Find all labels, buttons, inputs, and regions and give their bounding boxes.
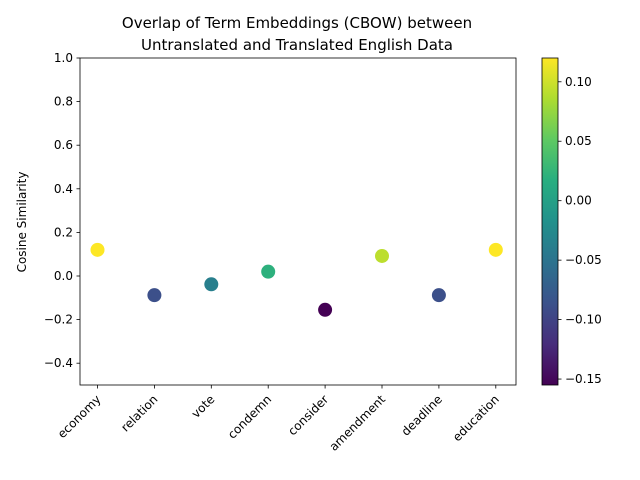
y-tick-label: 0.6: [54, 138, 73, 152]
data-point: [90, 242, 105, 257]
y-tick-label: 0.4: [54, 182, 73, 196]
x-tick-label: amendment: [327, 392, 389, 454]
y-tick-label: −0.2: [44, 313, 73, 327]
plot-area: −0.4 −0.2 0.0 0.2 0.4 0.6 0.8 1.0 economy relatio…: [44, 51, 517, 454]
plot-frame: [79, 57, 517, 386]
x-tick-label: deadline: [399, 392, 445, 438]
x-tick-label: condemn: [225, 392, 274, 441]
colorbar-tick-label: −0.05: [565, 253, 602, 267]
data-point: [261, 264, 276, 279]
colorbar-tick-label: 0.10: [565, 75, 592, 89]
colorbar-ticks: 0.10 0.05 0.00 −0.05 −0.10 −0.15: [558, 75, 602, 386]
x-tick-label: vote: [189, 392, 218, 421]
chart-title-line-2: Untranslated and Translated English Data: [141, 36, 453, 54]
x-tick-label: economy: [55, 392, 104, 441]
colorbar: [541, 57, 559, 386]
data-point: [488, 242, 503, 257]
x-tick-label: relation: [118, 392, 160, 434]
colorbar-tick-label: 0.00: [565, 194, 592, 208]
y-tick-label: 1.0: [54, 51, 73, 65]
data-point: [431, 288, 446, 303]
y-tick-label: 0.8: [54, 95, 73, 109]
x-tick-label: consider: [285, 392, 331, 438]
y-axis-label: Cosine Similarity: [15, 172, 29, 273]
colorbar-tick-label: 0.05: [565, 134, 592, 148]
colorbar-tick-label: −0.15: [565, 372, 602, 386]
data-point: [147, 288, 162, 303]
y-tick-label: −0.4: [44, 356, 73, 370]
y-tick-label: 0.2: [54, 225, 73, 239]
y-tick-label: 0.0: [54, 269, 73, 283]
x-tick-label: education: [450, 392, 502, 444]
data-point: [204, 277, 219, 292]
data-point: [318, 302, 333, 317]
data-point: [375, 248, 389, 263]
colorbar-tick-label: −0.10: [565, 313, 602, 327]
chart-title-line-1: Overlap of Term Embeddings (CBOW) betwee…: [122, 14, 472, 32]
